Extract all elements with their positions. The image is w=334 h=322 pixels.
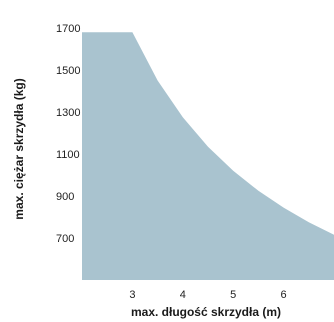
y-axis-label: max. ciężar skrzydła (kg) [12,78,26,219]
x-tick-label: 5 [230,289,236,301]
y-tick-label: 1100 [56,149,80,161]
area-series [82,32,334,281]
y-tick-label: 1500 [56,65,80,77]
x-axis-label: max. długość skrzydła (m) [131,305,281,319]
x-tick-label: 4 [180,289,186,301]
y-tick-label: 700 [56,233,74,245]
y-tick-label: 1700 [56,23,80,35]
x-tick-label: 3 [129,289,135,301]
y-tick-label: 900 [56,191,74,203]
x-axis-ticks: 3 4 5 6 [129,289,286,301]
x-tick-label: 6 [281,289,287,301]
y-tick-label: 1300 [56,107,80,119]
y-axis-ticks: 700 900 1100 1300 1500 1700 [56,23,80,245]
